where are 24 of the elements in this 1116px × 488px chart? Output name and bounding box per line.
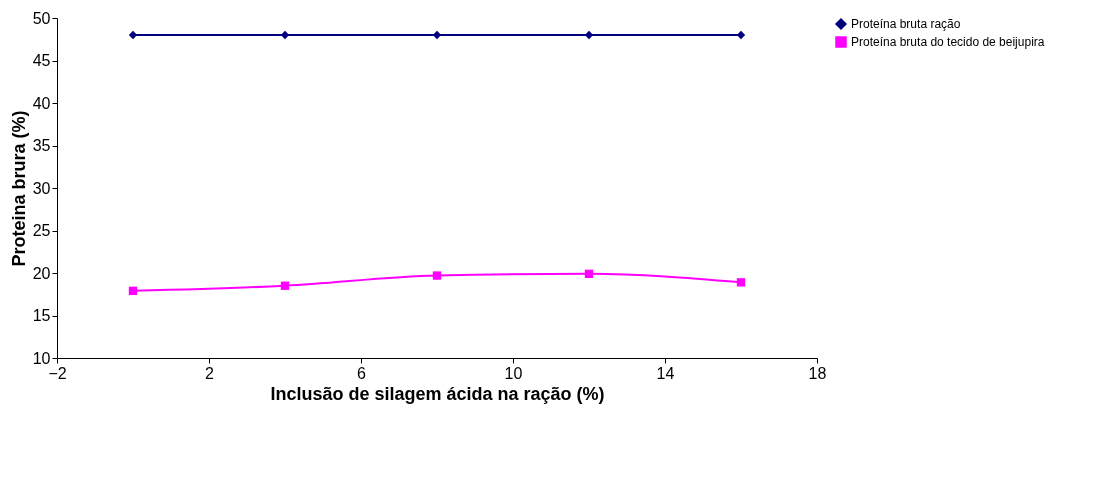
x-tick-label: 10 — [504, 364, 523, 382]
x-axis-title: Inclusão de silagem ácida na ração (%) — [270, 383, 605, 404]
x-tick-label: 18 — [808, 364, 827, 382]
x-tick-label: −2 — [48, 364, 67, 382]
legend-label: Proteína bruta do tecido de beijupira — [851, 35, 1045, 49]
y-tick-label: 15 — [32, 307, 51, 324]
x-tick-label: 2 — [205, 364, 215, 382]
point — [280, 281, 290, 290]
y-tick-label: 45 — [32, 52, 51, 69]
y-tick-label: 50 — [32, 9, 51, 27]
y-tick-label: 40 — [32, 94, 51, 112]
y-axis-title: Proteina brura (%) — [8, 110, 29, 267]
legend-label: Proteína bruta ração — [851, 17, 961, 31]
x-tick-label: 6 — [357, 364, 367, 382]
x-tick-label: 14 — [656, 364, 675, 382]
y-tick-label: 20 — [32, 264, 51, 282]
point — [432, 271, 442, 280]
y-tick-label: 30 — [32, 179, 51, 197]
y-tick-label: 10 — [32, 349, 51, 367]
y-tick-label: 25 — [32, 222, 51, 239]
point — [584, 269, 594, 279]
point — [736, 278, 746, 287]
point — [128, 286, 138, 296]
y-tick-label: 35 — [32, 137, 51, 154]
